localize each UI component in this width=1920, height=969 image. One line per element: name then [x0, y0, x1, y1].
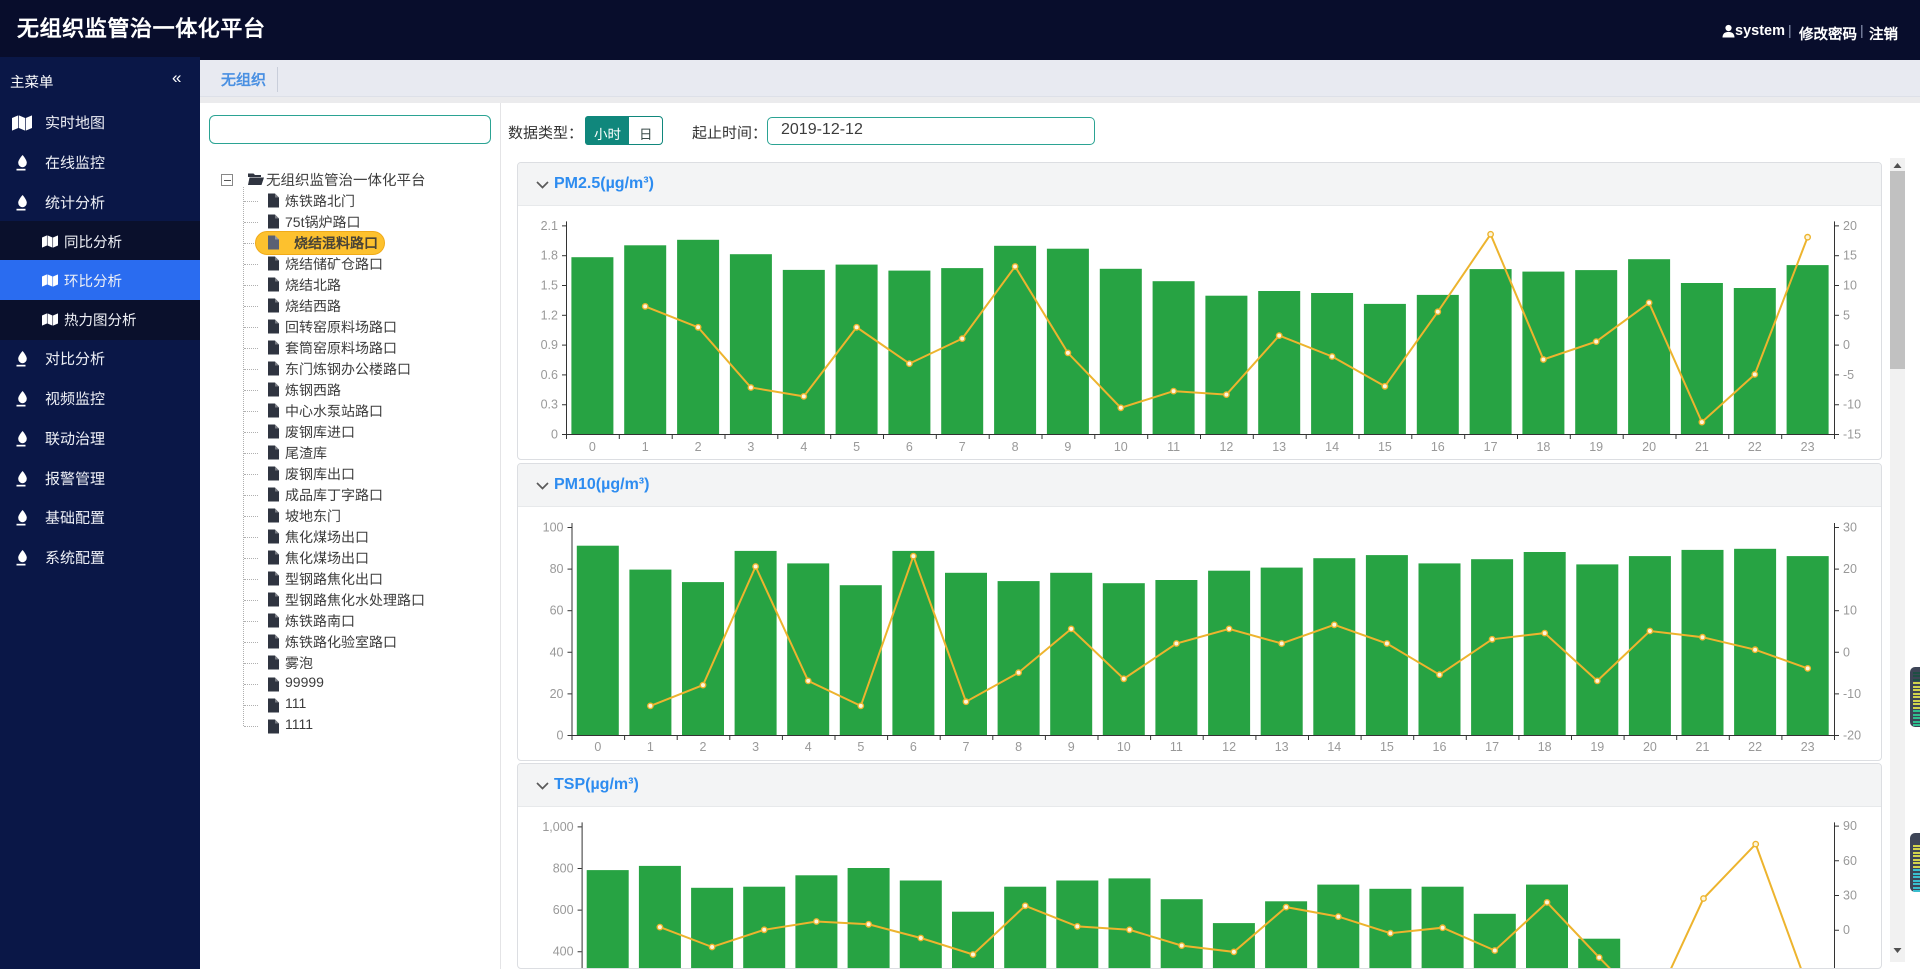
svg-text:23: 23: [1801, 440, 1815, 454]
svg-text:8: 8: [1015, 740, 1022, 754]
svg-text:19: 19: [1590, 740, 1604, 754]
svg-text:3: 3: [752, 740, 759, 754]
svg-text:4: 4: [805, 740, 812, 754]
svg-text:1.8: 1.8: [541, 249, 558, 263]
svg-text:13: 13: [1272, 440, 1286, 454]
svg-text:1.2: 1.2: [541, 308, 558, 322]
svg-text:9: 9: [1064, 440, 1071, 454]
svg-text:22: 22: [1748, 740, 1762, 754]
svg-text:1: 1: [642, 440, 649, 454]
svg-text:20: 20: [1643, 740, 1657, 754]
svg-text:800: 800: [553, 862, 574, 876]
svg-text:10: 10: [1843, 279, 1857, 293]
svg-text:6: 6: [906, 440, 913, 454]
svg-text:30: 30: [1843, 521, 1857, 535]
svg-text:10: 10: [1114, 440, 1128, 454]
svg-text:7: 7: [959, 440, 966, 454]
svg-text:0.6: 0.6: [541, 368, 558, 382]
svg-text:19: 19: [1589, 440, 1603, 454]
svg-text:0: 0: [1843, 645, 1850, 659]
svg-text:15: 15: [1378, 440, 1392, 454]
svg-text:6: 6: [910, 740, 917, 754]
svg-text:-10: -10: [1843, 398, 1861, 412]
svg-text:0.3: 0.3: [541, 398, 558, 412]
svg-text:60: 60: [550, 604, 564, 618]
svg-text:2: 2: [695, 440, 702, 454]
svg-text:1: 1: [647, 740, 654, 754]
svg-text:-5: -5: [1843, 368, 1854, 382]
svg-text:12: 12: [1219, 440, 1233, 454]
svg-text:1,000: 1,000: [542, 820, 573, 834]
svg-text:40: 40: [550, 645, 564, 659]
svg-text:5: 5: [1843, 308, 1850, 322]
svg-text:2: 2: [700, 740, 707, 754]
svg-text:-10: -10: [1843, 687, 1861, 701]
svg-text:20: 20: [550, 687, 564, 701]
svg-text:21: 21: [1696, 740, 1710, 754]
svg-text:13: 13: [1275, 740, 1289, 754]
svg-text:60: 60: [1843, 854, 1857, 868]
svg-text:15: 15: [1843, 249, 1857, 263]
svg-text:17: 17: [1485, 740, 1499, 754]
svg-text:0: 0: [551, 428, 558, 442]
svg-text:20: 20: [1843, 562, 1857, 576]
svg-text:12: 12: [1222, 740, 1236, 754]
svg-text:16: 16: [1431, 440, 1445, 454]
svg-text:0: 0: [1843, 338, 1850, 352]
svg-text:400: 400: [553, 945, 574, 959]
svg-text:20: 20: [1642, 440, 1656, 454]
svg-text:16: 16: [1433, 740, 1447, 754]
svg-text:5: 5: [853, 440, 860, 454]
svg-text:10: 10: [1117, 740, 1131, 754]
svg-text:90: 90: [1843, 819, 1857, 833]
svg-text:11: 11: [1167, 440, 1180, 454]
svg-text:18: 18: [1536, 440, 1550, 454]
svg-text:30: 30: [1843, 889, 1857, 903]
svg-text:9: 9: [1068, 740, 1075, 754]
svg-text:17: 17: [1484, 440, 1498, 454]
svg-text:11: 11: [1170, 740, 1183, 754]
svg-text:0: 0: [557, 729, 564, 743]
svg-text:600: 600: [553, 903, 574, 917]
svg-text:0: 0: [594, 740, 601, 754]
svg-text:0: 0: [589, 440, 596, 454]
svg-text:0.9: 0.9: [541, 338, 558, 352]
svg-text:80: 80: [550, 562, 564, 576]
svg-text:1.5: 1.5: [541, 279, 558, 293]
svg-text:15: 15: [1380, 740, 1394, 754]
svg-text:100: 100: [543, 521, 564, 535]
svg-text:10: 10: [1843, 604, 1857, 618]
svg-text:2.1: 2.1: [541, 219, 558, 233]
svg-text:14: 14: [1327, 740, 1341, 754]
svg-text:0: 0: [1843, 923, 1850, 937]
svg-text:23: 23: [1801, 740, 1815, 754]
svg-text:18: 18: [1538, 740, 1552, 754]
svg-text:20: 20: [1843, 219, 1857, 233]
svg-text:5: 5: [857, 740, 864, 754]
svg-text:21: 21: [1695, 440, 1709, 454]
svg-text:-20: -20: [1843, 729, 1861, 743]
svg-text:14: 14: [1325, 440, 1339, 454]
svg-text:8: 8: [1012, 440, 1019, 454]
svg-text:-15: -15: [1843, 428, 1861, 442]
svg-text:7: 7: [963, 740, 970, 754]
svg-text:22: 22: [1748, 440, 1762, 454]
svg-text:3: 3: [747, 440, 754, 454]
svg-text:4: 4: [800, 440, 807, 454]
